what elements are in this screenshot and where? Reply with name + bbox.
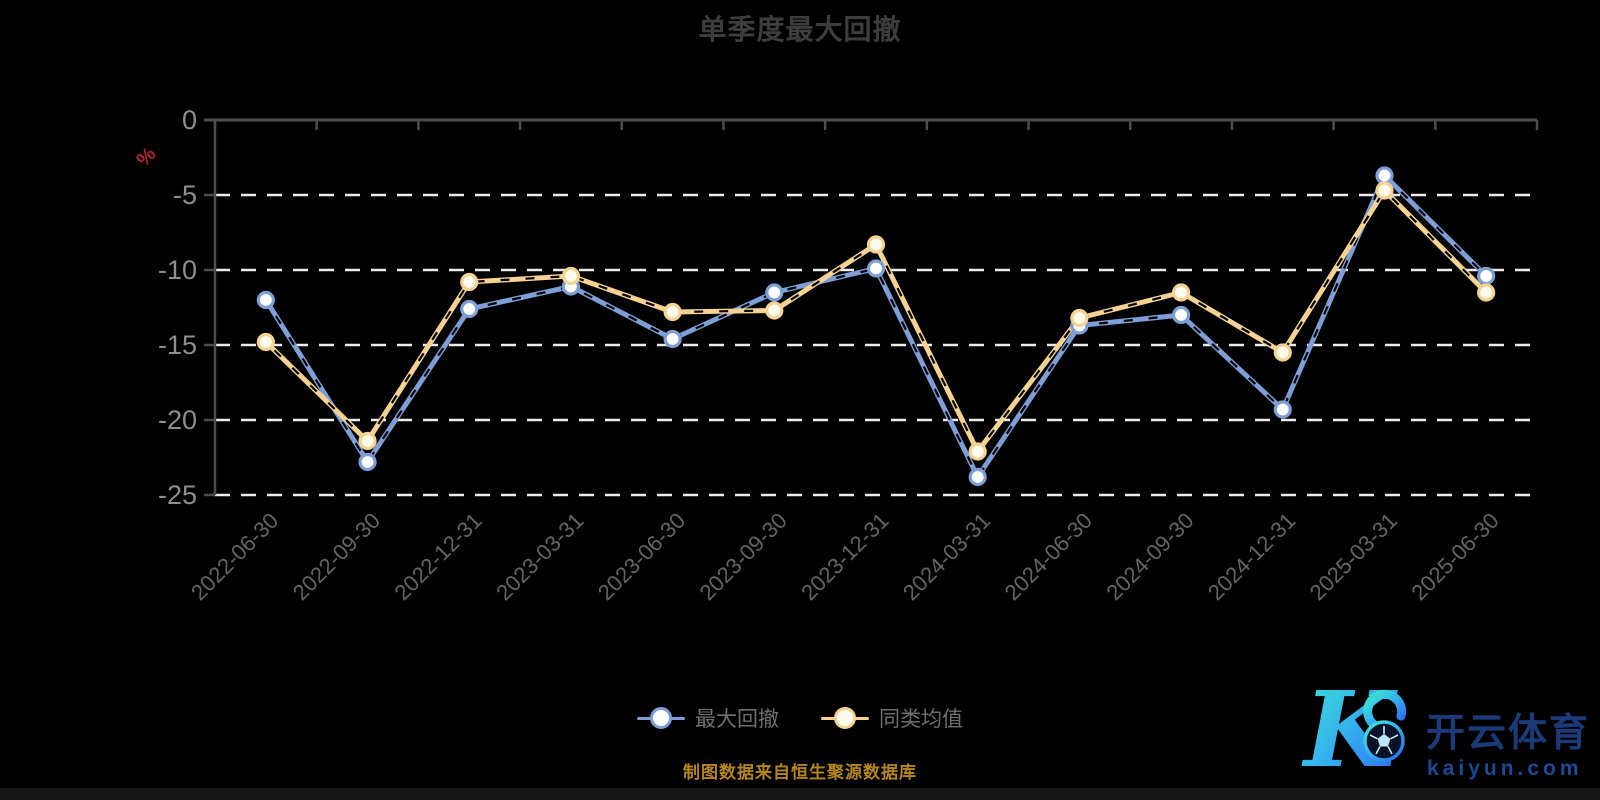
chart-title: 单季度最大回撤 [698,14,902,45]
series-1-marker-2023-12-31 [866,235,886,254]
series-line-dash-overlay-0 [264,174,1487,479]
x-axis-label: 2023-12-31 [796,508,893,605]
y-axis-label: -15 [158,330,197,360]
series-line-0 [263,173,1489,480]
legend-label-category-average: 同类均值 [879,708,963,731]
series-0-marker-2022-06-30 [256,290,275,310]
x-axis-label: 2024-06-30 [1000,508,1097,605]
series-line-1 [263,188,1489,454]
series-0-marker-2023-06-30 [663,329,682,349]
legend-circle-icon [834,707,856,729]
series-0-marker-2023-09-30 [765,283,784,302]
legend-marker-category-average [821,706,869,730]
series-1-marker-2022-09-30 [358,431,377,451]
series-1-marker-2025-06-30 [1477,283,1496,302]
x-axis-label: 2025-03-31 [1305,508,1402,605]
legend: 最大回撤 同类均值 [0,703,1600,733]
series-1-marker-2024-03-31 [968,442,987,461]
series-1-marker-2024-06-30 [1070,308,1089,328]
x-axis-label: 2025-06-30 [1406,508,1503,605]
watermark-swirl-icon [1363,689,1407,731]
series-1-marker-2023-09-30 [765,301,784,320]
legend-item-category-average[interactable]: 同类均值 [821,703,963,733]
legend-circle-icon [650,707,672,729]
series-1-marker-2024-09-30 [1171,283,1191,302]
series-1-marker-2024-12-31 [1273,343,1292,362]
legend-marker-max-drawdown [637,706,685,730]
x-axis-label: 2022-12-31 [390,508,487,605]
kaiyun-watermark-logo: K 开云体育 kaiyun.com [1301,668,1590,791]
series-0-marker-2024-09-30 [1171,305,1191,325]
x-axis-label: 2022-09-30 [288,508,385,605]
data-source-note: 制图数据来自恒生聚源数据库 [683,763,917,782]
y-axis-label: 0 [182,105,197,135]
watermark-brand-url: kaiyun.com [1427,757,1583,780]
y-axis-label: -10 [158,255,197,285]
soccer-ball-icon [1363,720,1405,762]
series-1-marker-2022-12-31 [460,272,479,292]
bottom-bar [0,788,1600,800]
series-0-marker-2024-12-31 [1273,400,1292,419]
legend-item-max-drawdown[interactable]: 最大回撤 [637,703,779,733]
x-axis-label: 2023-09-30 [695,508,792,605]
series-0-marker-2022-09-30 [358,452,377,472]
series-0-marker-2022-12-31 [460,299,479,319]
series-0-marker-2024-03-31 [968,467,987,487]
series-1-marker-2023-06-30 [663,302,682,322]
x-axis-label: 2022-06-30 [186,508,283,605]
series-1-marker-2025-03-31 [1375,181,1394,200]
legend-label-max-drawdown: 最大回撤 [695,708,779,731]
series-0-marker-2025-06-30 [1477,266,1496,286]
x-axis-label: 2024-09-30 [1101,508,1198,605]
watermark-brand-cn: 开云体育 [1426,712,1590,755]
y-axis-label: -5 [173,180,197,210]
series-1-marker-2022-06-30 [256,332,275,352]
x-axis-label: 2024-12-31 [1203,508,1300,605]
series-0-marker-2023-12-31 [866,259,886,278]
y-axis-label: -25 [158,480,197,510]
x-axis-label: 2023-03-31 [491,508,588,605]
series-0-marker-2025-03-31 [1375,166,1394,185]
y-axis-label: -20 [158,405,197,435]
x-axis-label: 2024-03-31 [898,508,995,605]
x-axis-label: 2023-06-30 [593,508,690,605]
series-1-marker-2023-03-31 [561,266,581,286]
